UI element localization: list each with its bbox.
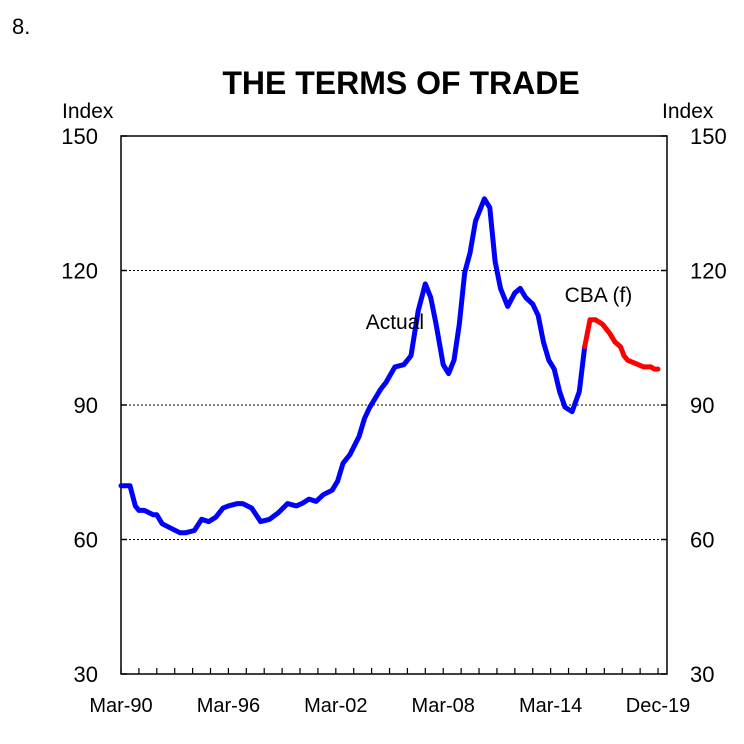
x-tick-labels: Mar-90 Mar-96 Mar-02 Mar-08 Mar-14 Dec-19 [89,695,690,717]
x-tick-label: Mar-14 [519,695,582,717]
x-tick-label: Mar-08 [412,695,475,717]
gridlines [121,270,667,540]
series-line-forecast [582,317,661,372]
y-axis-label-left: Index [62,100,114,123]
y-tick-label-left: 120 [61,259,98,284]
x-tick-label: Mar-02 [304,695,367,717]
figure-number: 8. [12,14,30,39]
y-tick-label-left: 150 [61,124,98,149]
series-lines [118,196,661,536]
series-label-actual: Actual [366,311,424,334]
y-tick-labels: 30 30 60 60 90 90 120 120 150 150 [61,124,726,687]
series-line-actual [118,196,588,536]
y-tick-label-left: 90 [74,393,98,418]
y-axis-label-right: Index [662,100,714,123]
y-tick-label-right: 90 [690,393,714,418]
y-tick-label-left: 30 [74,662,98,687]
series-label-forecast: CBA (f) [565,284,633,307]
y-tick-label-left: 60 [74,528,98,553]
x-tick-label: Mar-90 [89,695,152,717]
chart-title: THE TERMS OF TRADE [222,65,579,101]
y-tick-label-right: 120 [690,259,727,284]
y-tick-label-right: 150 [690,124,727,149]
y-tick-label-right: 30 [690,662,714,687]
x-tick-label: Mar-96 [197,695,260,717]
x-tick-label: Dec-19 [626,695,690,717]
axis-ticks [120,135,667,675]
y-tick-label-right: 60 [690,528,714,553]
